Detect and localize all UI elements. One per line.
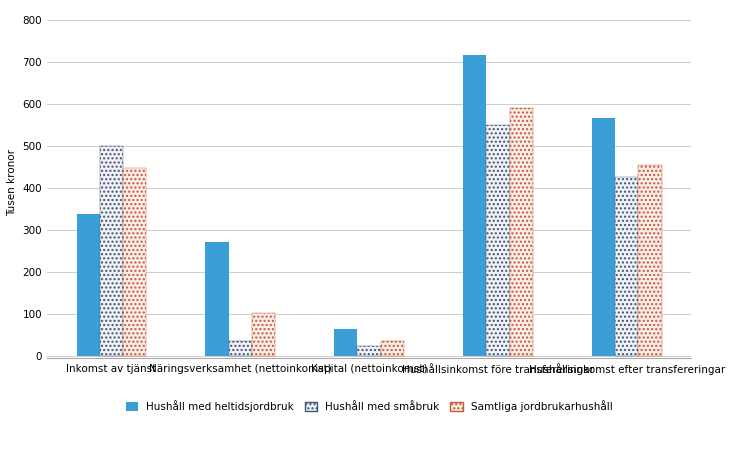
Bar bbox=[486, 125, 509, 356]
Bar bbox=[77, 214, 100, 356]
Bar bbox=[615, 177, 638, 356]
Bar bbox=[334, 330, 358, 356]
Bar bbox=[123, 168, 146, 356]
Bar bbox=[358, 346, 381, 356]
Bar bbox=[228, 341, 252, 356]
Bar bbox=[205, 241, 228, 356]
Bar bbox=[638, 165, 661, 356]
Legend: Hushåll med heltidsjordbruk, Hushåll med småbruk, Samtliga jordbrukarhushåll: Hushåll med heltidsjordbruk, Hushåll med… bbox=[121, 396, 617, 416]
Y-axis label: Tusen kronor: Tusen kronor bbox=[7, 149, 17, 216]
Bar bbox=[509, 108, 533, 356]
Bar bbox=[381, 341, 404, 356]
Bar bbox=[463, 55, 486, 356]
Bar bbox=[100, 146, 123, 356]
Bar bbox=[592, 118, 615, 356]
Bar bbox=[252, 313, 275, 356]
